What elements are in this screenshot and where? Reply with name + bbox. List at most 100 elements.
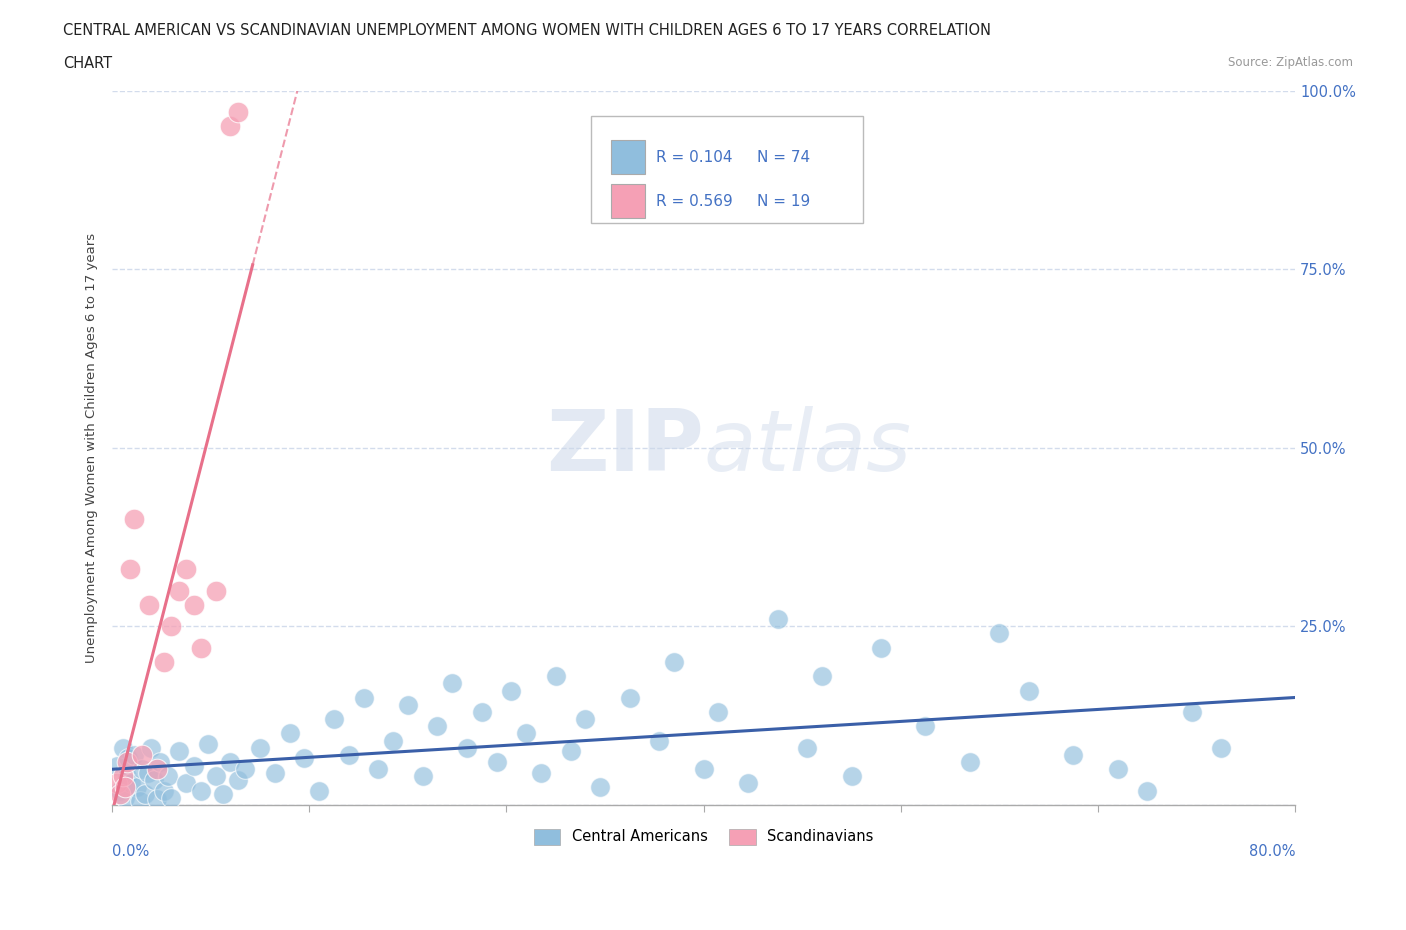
Point — [219, 119, 242, 134]
Point — [120, 776, 142, 790]
Text: Source: ZipAtlas.com: Source: ZipAtlas.com — [1227, 56, 1353, 69]
Point — [382, 733, 405, 748]
Point — [190, 640, 212, 655]
Text: R = 0.569: R = 0.569 — [657, 193, 733, 209]
Point — [515, 726, 537, 741]
Point — [114, 790, 136, 805]
Point — [142, 773, 165, 788]
Point — [1211, 740, 1233, 755]
Legend: Central Americans, Scandinavians: Central Americans, Scandinavians — [529, 824, 877, 849]
Point — [692, 762, 714, 777]
Point — [441, 676, 464, 691]
Point — [811, 669, 834, 684]
Point — [124, 512, 146, 526]
Point — [530, 765, 553, 780]
Point — [136, 765, 159, 780]
Point — [263, 765, 285, 780]
Point — [129, 794, 152, 809]
Point — [108, 787, 131, 802]
Text: R = 0.104: R = 0.104 — [657, 150, 733, 165]
Point — [134, 787, 156, 802]
Point — [278, 726, 301, 741]
Point — [367, 762, 389, 777]
Point — [212, 787, 235, 802]
Point — [396, 698, 419, 712]
Point — [485, 754, 508, 769]
Text: CHART: CHART — [63, 56, 112, 71]
Point — [160, 790, 183, 805]
Text: CENTRAL AMERICAN VS SCANDINAVIAN UNEMPLOYMENT AMONG WOMEN WITH CHILDREN AGES 6 T: CENTRAL AMERICAN VS SCANDINAVIAN UNEMPLO… — [63, 23, 991, 38]
Point — [111, 769, 134, 784]
Point — [127, 779, 149, 794]
Point — [1107, 762, 1129, 777]
Point — [105, 758, 128, 773]
Point — [294, 751, 316, 765]
Point — [118, 562, 141, 577]
Point — [249, 740, 271, 755]
Point — [114, 779, 136, 794]
Point — [190, 783, 212, 798]
FancyBboxPatch shape — [612, 140, 644, 175]
Point — [1136, 783, 1159, 798]
Point — [766, 612, 789, 627]
Point — [145, 791, 167, 806]
Point — [157, 769, 180, 784]
Point — [870, 640, 893, 655]
Point — [111, 740, 134, 755]
Text: N = 19: N = 19 — [756, 193, 810, 209]
Point — [160, 618, 183, 633]
Text: atlas: atlas — [703, 406, 911, 489]
Point — [1181, 705, 1204, 720]
Text: 0.0%: 0.0% — [112, 844, 149, 859]
FancyBboxPatch shape — [612, 184, 644, 219]
Point — [115, 769, 138, 784]
Point — [139, 740, 162, 755]
Point — [183, 758, 205, 773]
Point — [707, 705, 730, 720]
Point — [226, 773, 249, 788]
Point — [959, 754, 981, 769]
Point — [167, 583, 190, 598]
Point — [204, 769, 226, 784]
Point — [589, 779, 612, 794]
Point — [574, 711, 596, 726]
Point — [619, 690, 641, 705]
Point — [1018, 684, 1040, 698]
Point — [233, 762, 256, 777]
Point — [183, 597, 205, 612]
Point — [115, 754, 138, 769]
Point — [308, 783, 330, 798]
Point — [471, 705, 494, 720]
Point — [148, 754, 170, 769]
Y-axis label: Unemployment Among Women with Children Ages 6 to 17 years: Unemployment Among Women with Children A… — [86, 232, 98, 663]
Text: ZIP: ZIP — [546, 406, 703, 489]
Point — [988, 626, 1011, 641]
Point — [323, 711, 346, 726]
Point — [167, 744, 190, 759]
Point — [197, 737, 219, 751]
Point — [124, 748, 146, 763]
Point — [153, 783, 176, 798]
Point — [456, 740, 478, 755]
Point — [153, 655, 176, 670]
Point — [131, 748, 153, 763]
Point — [337, 748, 360, 763]
Point — [174, 776, 197, 790]
FancyBboxPatch shape — [592, 115, 863, 223]
Point — [108, 783, 131, 798]
Text: N = 74: N = 74 — [756, 150, 810, 165]
Point — [560, 744, 582, 759]
Point — [145, 762, 167, 777]
Point — [219, 754, 242, 769]
Point — [544, 669, 567, 684]
Point — [914, 719, 936, 734]
Point — [1062, 748, 1084, 763]
Point — [174, 562, 197, 577]
Point — [412, 769, 434, 784]
Point — [662, 655, 685, 670]
Point — [501, 684, 523, 698]
Point — [737, 776, 759, 790]
Text: 80.0%: 80.0% — [1249, 844, 1295, 859]
Point — [226, 105, 249, 120]
Point — [648, 733, 671, 748]
